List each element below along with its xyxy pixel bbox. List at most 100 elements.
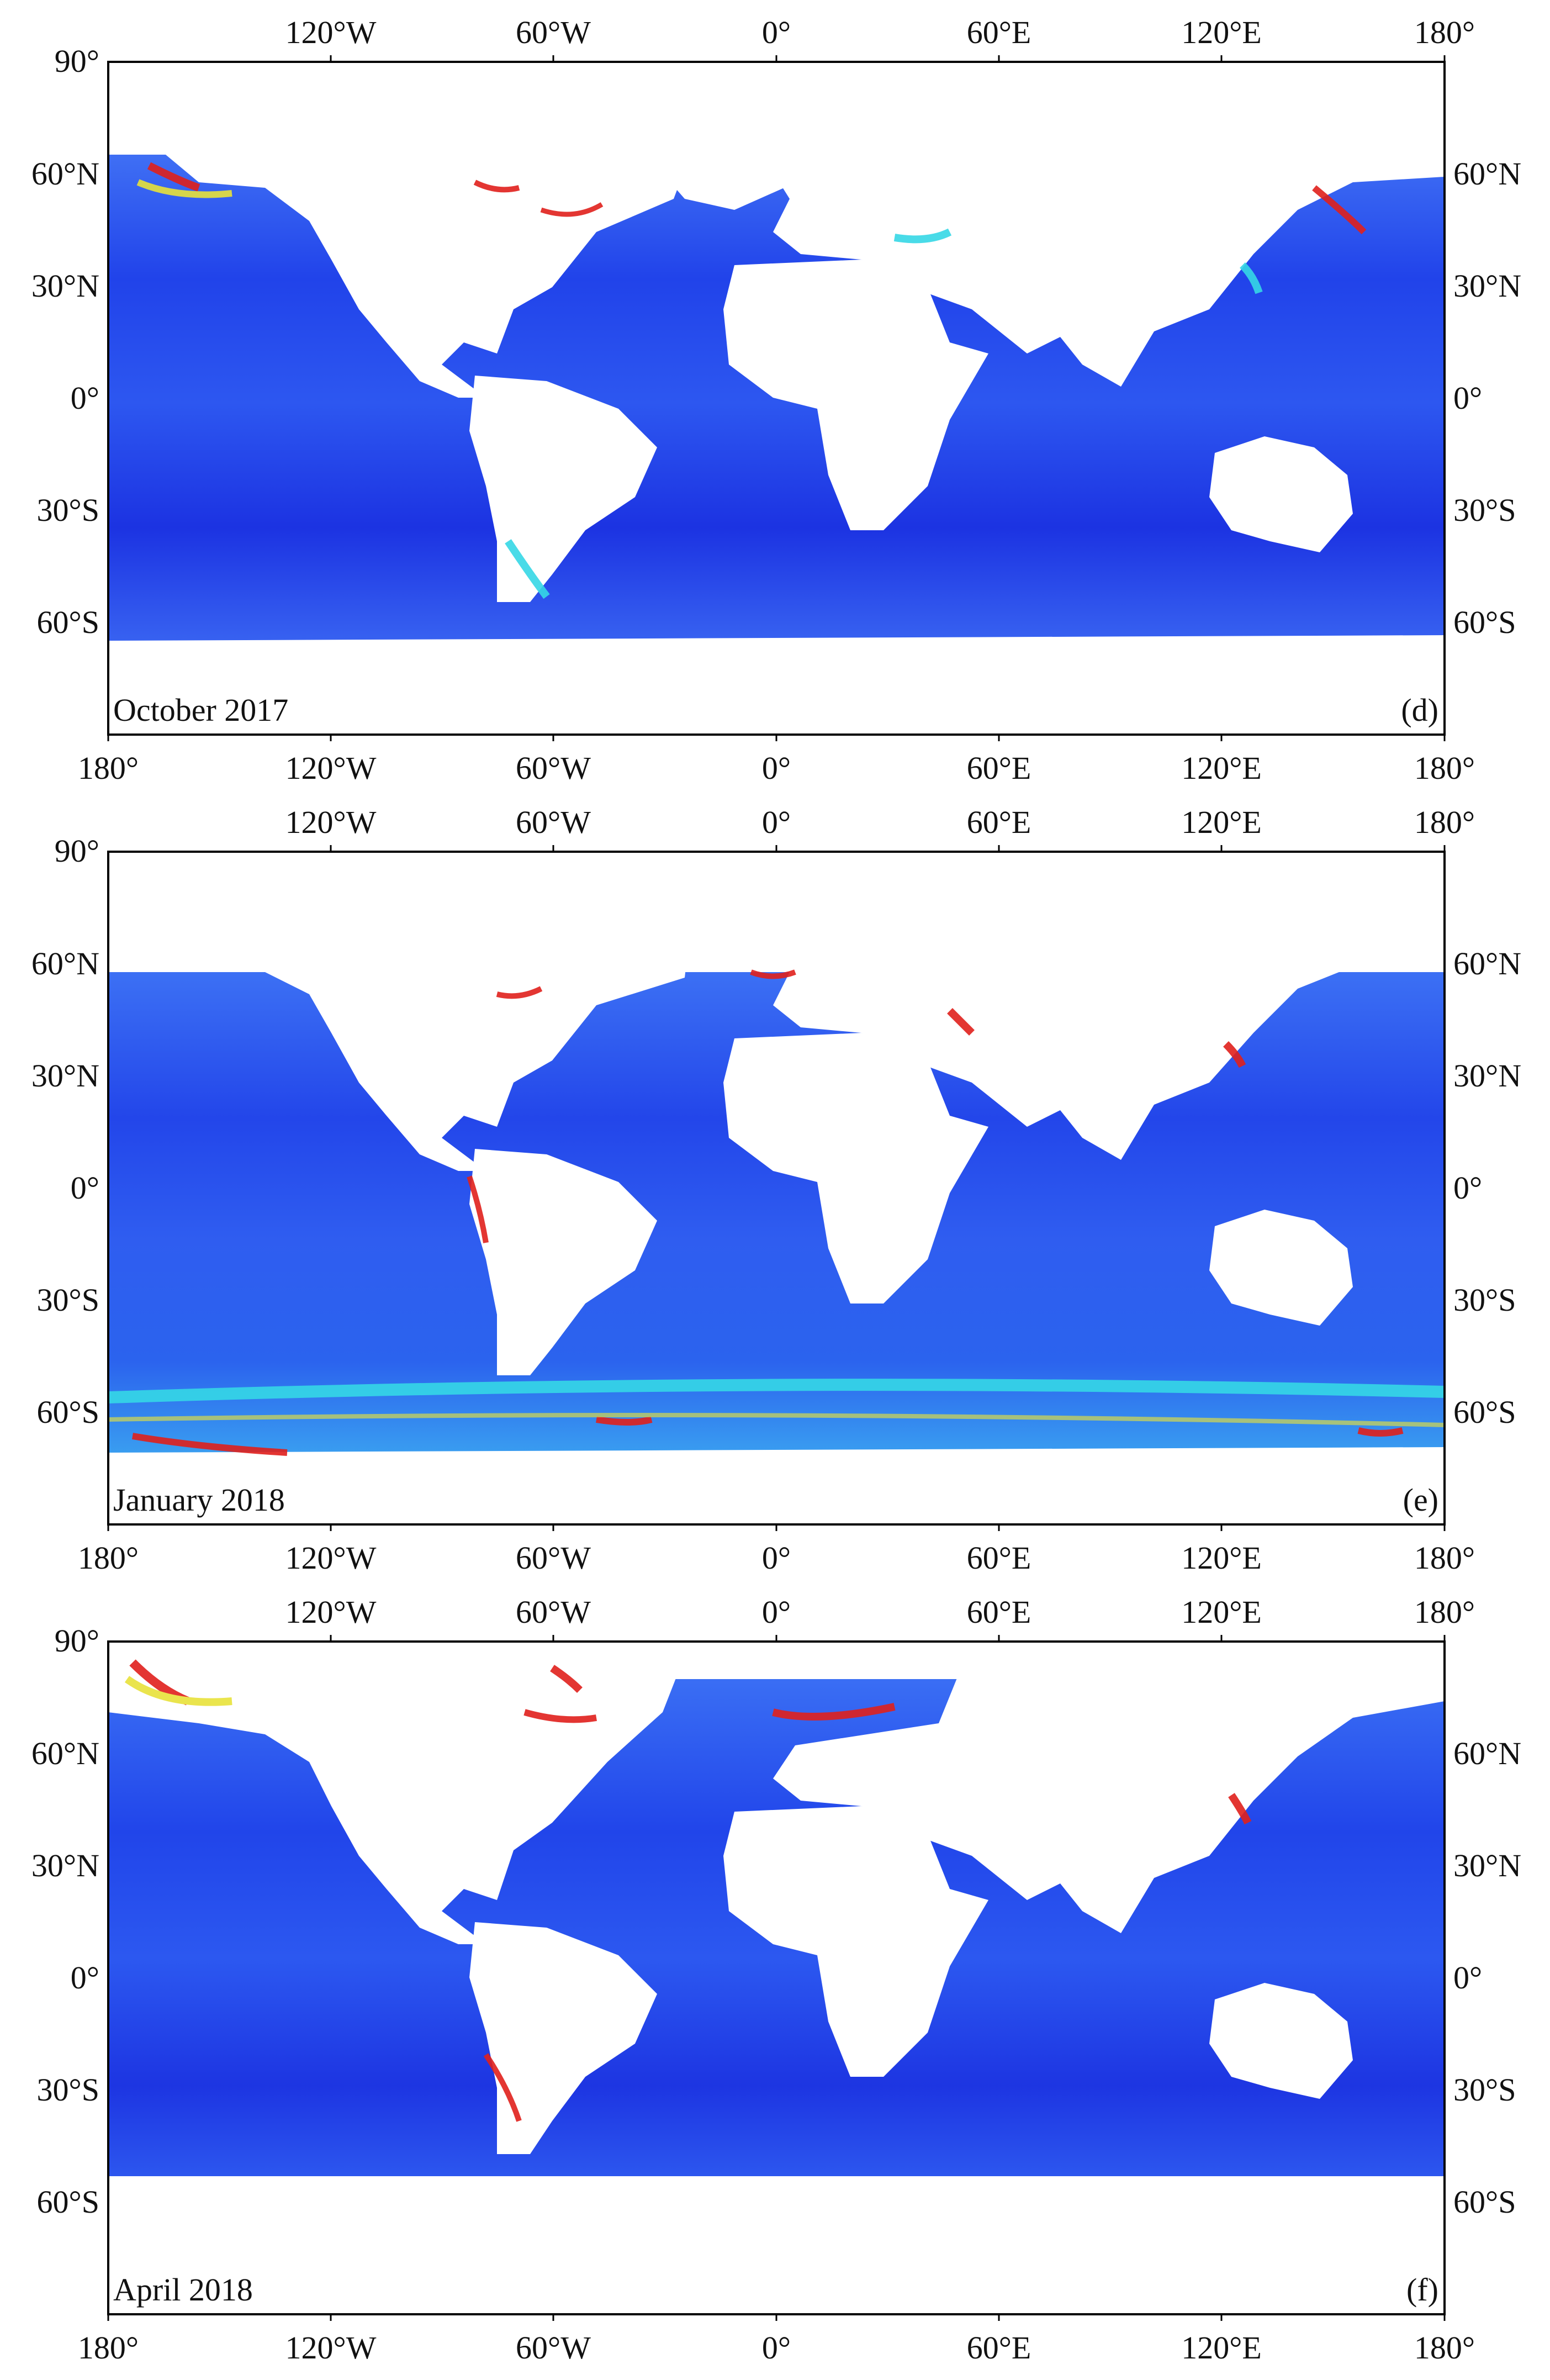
bottom-label-120e: 120°E <box>1181 2330 1262 2366</box>
coastal-blooms <box>124 1659 1252 2122</box>
panel-tag: (d) <box>1401 692 1438 728</box>
bottom-label-120w: 120°W <box>285 750 377 786</box>
top-ticks <box>330 1635 1446 1642</box>
bottom-label-120e: 120°E <box>1181 750 1262 786</box>
top-label-120e: 120°E <box>1181 14 1262 50</box>
panel-tag: (f) <box>1406 2272 1438 2308</box>
greenland <box>646 155 801 210</box>
right-label-0: 0° <box>1453 380 1482 416</box>
left-label-90: 90° <box>55 833 99 869</box>
africa <box>723 260 988 530</box>
left-label-0: 0° <box>71 380 99 416</box>
top-label-120e: 120°E <box>1181 1594 1262 1630</box>
landmasses <box>108 1642 1445 2314</box>
top-label-180: 180° <box>1414 1594 1475 1630</box>
africa <box>723 1806 988 2077</box>
bottom-label-120w: 120°W <box>285 2330 377 2366</box>
top-label-60w: 60°W <box>516 804 591 840</box>
right-label-0: 0° <box>1453 1960 1482 1996</box>
panel-title: April 2018 <box>113 2272 253 2308</box>
left-label-30s: 30°S <box>37 1282 99 1318</box>
bottom-ticks <box>107 735 1446 741</box>
left-label-0: 0° <box>71 1170 99 1206</box>
left-label-60s: 60°S <box>37 604 99 640</box>
antarctica <box>108 1447 1445 1524</box>
panel-title: January 2018 <box>113 1482 285 1518</box>
left-label-90: 90° <box>55 1623 99 1659</box>
eurasia <box>773 1642 1445 1933</box>
top-label-60e: 60°E <box>967 1594 1031 1630</box>
left-label-60s: 60°S <box>37 1394 99 1430</box>
bottom-label-60e: 60°E <box>967 750 1031 786</box>
top-label-180: 180° <box>1414 14 1475 50</box>
bottom-label-180e: 180° <box>1414 750 1475 786</box>
eurasia <box>762 928 1445 1160</box>
south-america <box>469 1149 657 1375</box>
right-label-60n: 60°N <box>1453 156 1521 192</box>
bottom-label-0: 0° <box>762 750 791 786</box>
north-america <box>166 928 690 1171</box>
right-label-60s: 60°S <box>1453 604 1516 640</box>
map-panel-d: 120°W 60°W 0° 60°E 120°E 180° 90° 60°N 3… <box>0 0 1550 790</box>
top-ticks <box>330 55 1446 62</box>
top-label-120w: 120°W <box>285 804 377 840</box>
bottom-label-0: 0° <box>762 2330 791 2366</box>
australia <box>1209 436 1353 552</box>
bottom-label-180e: 180° <box>1414 1540 1475 1576</box>
right-label-60n: 60°N <box>1453 1735 1521 1771</box>
bottom-label-120w: 120°W <box>285 1540 377 1576</box>
left-label-90: 90° <box>55 43 99 79</box>
left-label-30s: 30°S <box>37 492 99 528</box>
top-label-60e: 60°E <box>967 14 1031 50</box>
africa <box>723 1033 988 1304</box>
right-label-60n: 60°N <box>1453 946 1521 981</box>
right-label-30s: 30°S <box>1453 492 1516 528</box>
top-label-0: 0° <box>762 14 791 50</box>
top-label-120w: 120°W <box>285 14 377 50</box>
bottom-label-120e: 120°E <box>1181 1540 1262 1576</box>
bottom-label-180e: 180° <box>1414 2330 1475 2366</box>
panel-title: October 2017 <box>113 692 288 728</box>
top-label-60e: 60°E <box>967 804 1031 840</box>
top-label-120e: 120°E <box>1181 804 1262 840</box>
bottom-label-60w: 60°W <box>516 2330 591 2366</box>
bottom-label-60e: 60°E <box>967 2330 1031 2366</box>
map-panel-f: 120°W 60°W 0° 60°E 120°E 180° 90° 60°N 3… <box>0 1580 1550 2375</box>
left-label-0: 0° <box>71 1960 99 1996</box>
map-panel-e: 120°W 60°W 0° 60°E 120°E 180° 90° 60°N 3… <box>0 790 1550 1580</box>
map-svg-e: 120°W 60°W 0° 60°E 120°E 180° 90° 60°N 3… <box>31 804 1521 1576</box>
left-label-30s: 30°S <box>37 2072 99 2108</box>
bottom-label-60w: 60°W <box>516 1540 591 1576</box>
top-ticks <box>330 845 1446 852</box>
right-label-30s: 30°S <box>1453 2072 1516 2108</box>
landmasses <box>108 155 1445 652</box>
top-label-0: 0° <box>762 804 791 840</box>
australia <box>1209 1983 1353 2099</box>
right-label-60s: 60°S <box>1453 1394 1516 1430</box>
antarctica <box>108 2176 1445 2314</box>
left-label-60s: 60°S <box>37 2184 99 2220</box>
south-america <box>469 1922 657 2154</box>
left-label-60n: 60°N <box>31 156 99 192</box>
top-label-0: 0° <box>762 1594 791 1630</box>
left-label-60n: 60°N <box>31 1735 99 1771</box>
top-label-60w: 60°W <box>516 1594 591 1630</box>
coastal-blooms <box>108 969 1445 1456</box>
bottom-label-180w: 180° <box>78 2330 139 2366</box>
bottom-ticks <box>107 1524 1446 1531</box>
top-label-180: 180° <box>1414 804 1475 840</box>
panel-tag: (e) <box>1403 1482 1438 1518</box>
right-label-30n: 30°N <box>1453 1848 1521 1883</box>
right-label-30n: 30°N <box>1453 1058 1521 1094</box>
bottom-label-0: 0° <box>762 1540 791 1576</box>
right-label-60s: 60°S <box>1453 2184 1516 2220</box>
map-svg-f: 120°W 60°W 0° 60°E 120°E 180° 90° 60°N 3… <box>31 1594 1521 2366</box>
right-label-30n: 30°N <box>1453 268 1521 304</box>
map-svg-d: 120°W 60°W 0° 60°E 120°E 180° 90° 60°N 3… <box>31 14 1521 786</box>
australia <box>1209 1210 1353 1326</box>
bottom-label-180w: 180° <box>78 750 139 786</box>
bottom-label-180w: 180° <box>78 1540 139 1576</box>
right-label-0: 0° <box>1453 1170 1482 1206</box>
top-label-60w: 60°W <box>516 14 591 50</box>
left-label-30n: 30°N <box>31 268 99 304</box>
